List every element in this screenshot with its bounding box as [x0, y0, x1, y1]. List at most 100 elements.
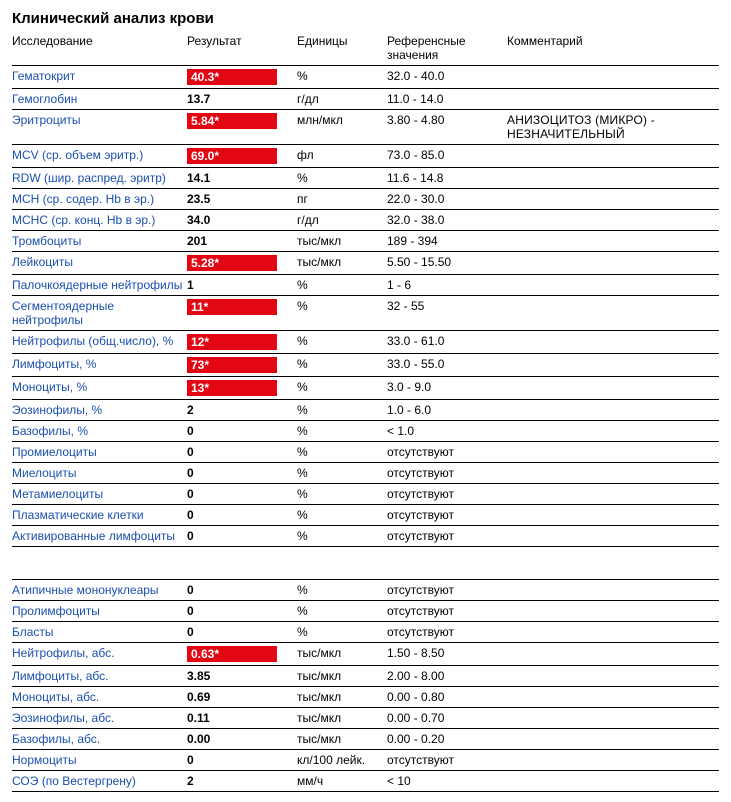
table-row: Нейтрофилы, абс.0.63*тыс/мкл1.50 - 8.50 — [12, 643, 719, 666]
table-row: Нормоциты0кл/100 лейк.отсутствуют — [12, 750, 719, 771]
test-name-link[interactable]: Лейкоциты — [12, 255, 73, 269]
table-row — [12, 547, 719, 580]
test-name-link[interactable]: Базофилы, % — [12, 424, 88, 438]
table-row: Лейкоциты5.28*тыс/мкл5.50 - 15.50 — [12, 252, 719, 275]
cell-result: 14.1 — [187, 168, 297, 189]
cell-reference: 189 - 394 — [387, 231, 507, 252]
test-name-link[interactable]: MCHC (ср. конц. Hb в эр.) — [12, 213, 155, 227]
result-flagged: 40.3* — [187, 69, 277, 85]
result-value: 23.5 — [187, 192, 210, 206]
cell-result: 0.69 — [187, 687, 297, 708]
test-name-link[interactable]: Промиелоциты — [12, 445, 97, 459]
cell-result: 73* — [187, 354, 297, 377]
cell-units: фл — [297, 145, 387, 168]
cell-units: % — [297, 622, 387, 643]
cell-result: 0 — [187, 505, 297, 526]
cell-test-name: СОЭ (по Вестергрену) — [12, 771, 187, 792]
result-flagged: 73* — [187, 357, 277, 373]
test-name-link[interactable]: Эозинофилы, % — [12, 403, 102, 417]
cell-reference: 1.0 - 6.0 — [387, 400, 507, 421]
cell-result: 0 — [187, 484, 297, 505]
cell-test-name: Бласты — [12, 622, 187, 643]
cell-comment — [507, 210, 719, 231]
cell-units: % — [297, 296, 387, 331]
test-name-link[interactable]: Нормоциты — [12, 753, 77, 767]
cell-units: % — [297, 331, 387, 354]
table-row: Гемоглобин13.7г/дл11.0 - 14.0 — [12, 89, 719, 110]
test-name-link[interactable]: Моноциты, % — [12, 380, 87, 394]
test-name-link[interactable]: MCV (ср. объем эритр.) — [12, 148, 143, 162]
cell-result: 12* — [187, 331, 297, 354]
cell-test-name: Промиелоциты — [12, 442, 187, 463]
cell-units: % — [297, 505, 387, 526]
test-name-link[interactable]: Тромбоциты — [12, 234, 81, 248]
test-name-link[interactable]: Лимфоциты, % — [12, 357, 96, 371]
cell-units: % — [297, 580, 387, 601]
cell-reference: 0.00 - 0.20 — [387, 729, 507, 750]
col-header-name: Исследование — [12, 31, 187, 66]
result-value: 0 — [187, 508, 194, 522]
test-name-link[interactable]: Эритроциты — [12, 113, 81, 127]
result-value: 0 — [187, 529, 194, 543]
test-name-link[interactable]: Нейтрофилы (общ.число), % — [12, 334, 173, 348]
cell-units: млн/мкл — [297, 110, 387, 145]
test-name-link[interactable]: СОЭ (по Вестергрену) — [12, 774, 136, 788]
test-name-link[interactable]: MCH (ср. содер. Hb в эр.) — [12, 192, 154, 206]
test-name-link[interactable]: Пролимфоциты — [12, 604, 100, 618]
test-name-link[interactable]: Миелоциты — [12, 466, 76, 480]
cell-test-name: Активированные лимфоциты — [12, 526, 187, 547]
cell-test-name: RDW (шир. распред. эритр) — [12, 168, 187, 189]
result-flagged: 69.0* — [187, 148, 277, 164]
cell-comment — [507, 89, 719, 110]
cell-test-name: Эозинофилы, абс. — [12, 708, 187, 729]
test-name-link[interactable]: Активированные лимфоциты — [12, 529, 175, 543]
cell-units: мм/ч — [297, 771, 387, 792]
test-name-link[interactable]: Атипичные мононуклеары — [12, 583, 159, 597]
test-name-link[interactable]: Гематокрит — [12, 69, 75, 83]
cell-reference: отсутствуют — [387, 463, 507, 484]
result-value: 0.11 — [187, 711, 210, 725]
table-row: Лимфоциты, абс.3.85тыс/мкл2.00 - 8.00 — [12, 666, 719, 687]
cell-units: кл/100 лейк. — [297, 750, 387, 771]
result-value: 0 — [187, 625, 194, 639]
cell-units: тыс/мкл — [297, 687, 387, 708]
cell-test-name: Сегментоядерные нейтрофилы — [12, 296, 187, 331]
cell-result: 0.00 — [187, 729, 297, 750]
cell-comment — [507, 622, 719, 643]
result-value: 0 — [187, 604, 194, 618]
test-name-link[interactable]: Палочкоядерные нейтрофилы — [12, 278, 182, 292]
table-row: Лимфоциты, %73*%33.0 - 55.0 — [12, 354, 719, 377]
result-value: 1 — [187, 278, 194, 292]
cell-result: 2 — [187, 771, 297, 792]
cell-comment — [507, 354, 719, 377]
cell-result: 0 — [187, 601, 297, 622]
result-value: 2 — [187, 774, 194, 788]
test-name-link[interactable]: Нейтрофилы, абс. — [12, 646, 115, 660]
test-name-link[interactable]: RDW (шир. распред. эритр) — [12, 171, 166, 185]
cell-units: % — [297, 421, 387, 442]
cell-comment — [507, 442, 719, 463]
cell-reference: 2.00 - 8.00 — [387, 666, 507, 687]
table-row: MCV (ср. объем эритр.)69.0*фл73.0 - 85.0 — [12, 145, 719, 168]
cell-comment — [507, 750, 719, 771]
cell-comment — [507, 708, 719, 729]
cell-test-name: Нормоциты — [12, 750, 187, 771]
cell-units: тыс/мкл — [297, 643, 387, 666]
cell-comment — [507, 421, 719, 442]
test-name-link[interactable]: Бласты — [12, 625, 54, 639]
cell-test-name: MCH (ср. содер. Hb в эр.) — [12, 189, 187, 210]
cell-result: 0 — [187, 750, 297, 771]
test-name-link[interactable]: Метамиелоциты — [12, 487, 103, 501]
test-name-link[interactable]: Моноциты, абс. — [12, 690, 99, 704]
test-name-link[interactable]: Гемоглобин — [12, 92, 77, 106]
test-name-link[interactable]: Базофилы, абс. — [12, 732, 100, 746]
cell-result: 34.0 — [187, 210, 297, 231]
cell-result: 0.63* — [187, 643, 297, 666]
test-name-link[interactable]: Сегментоядерные нейтрофилы — [12, 299, 114, 327]
cell-result: 13.7 — [187, 89, 297, 110]
table-row: Эозинофилы, абс.0.11тыс/мкл0.00 - 0.70 — [12, 708, 719, 729]
test-name-link[interactable]: Лимфоциты, абс. — [12, 669, 109, 683]
test-name-link[interactable]: Эозинофилы, абс. — [12, 711, 114, 725]
cell-comment — [507, 231, 719, 252]
test-name-link[interactable]: Плазматические клетки — [12, 508, 144, 522]
